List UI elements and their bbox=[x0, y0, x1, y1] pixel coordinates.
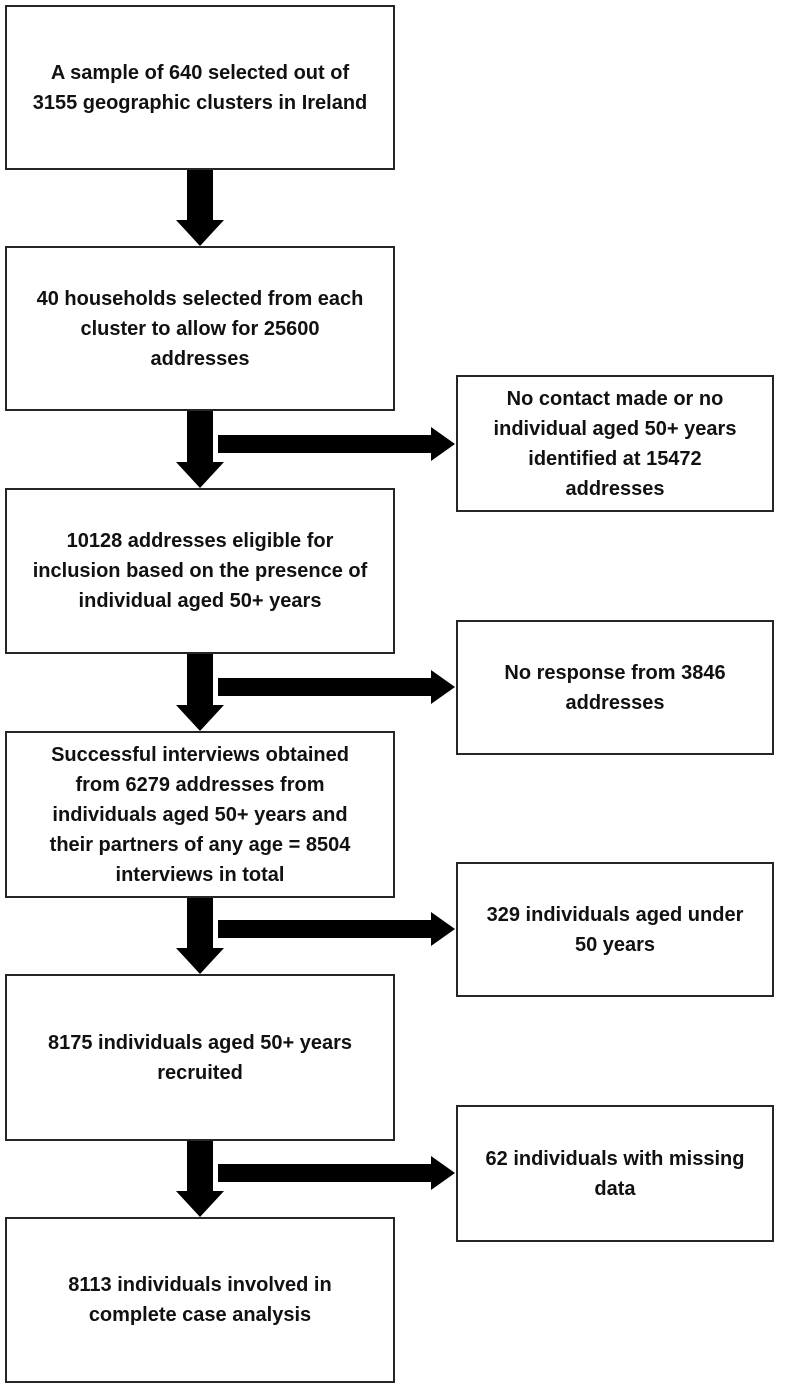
box-addresses-eligible: 10128 addresses eligible for inclusion b… bbox=[5, 488, 395, 654]
box-under-50-excluded: 329 individuals aged under 50 years bbox=[456, 862, 774, 997]
box-missing-data-excluded: 62 individuals with missing data bbox=[456, 1105, 774, 1242]
box-complete-case-analysis: 8113 individuals involved in complete ca… bbox=[5, 1217, 395, 1383]
down-arrow-1 bbox=[176, 169, 224, 246]
branch-arrow-3 bbox=[218, 912, 455, 946]
down-arrow-3 bbox=[176, 654, 224, 731]
down-arrow-4 bbox=[176, 897, 224, 974]
branch-arrow-4 bbox=[218, 1156, 455, 1190]
box-no-contact-excluded: No contact made or no individual aged 50… bbox=[456, 375, 774, 512]
box-individuals-recruited: 8175 individuals aged 50+ years recruite… bbox=[5, 974, 395, 1141]
branch-arrow-2 bbox=[218, 670, 455, 704]
box-sample-clusters: A sample of 640 selected out of 3155 geo… bbox=[5, 5, 395, 170]
box-successful-interviews: Successful interviews obtained from 6279… bbox=[5, 731, 395, 898]
branch-arrow-1 bbox=[218, 427, 455, 461]
box-no-response-excluded: No response from 3846 addresses bbox=[456, 620, 774, 755]
down-arrow-5 bbox=[176, 1140, 224, 1217]
box-households-selected: 40 households selected from each cluster… bbox=[5, 246, 395, 411]
down-arrow-2 bbox=[176, 411, 224, 488]
